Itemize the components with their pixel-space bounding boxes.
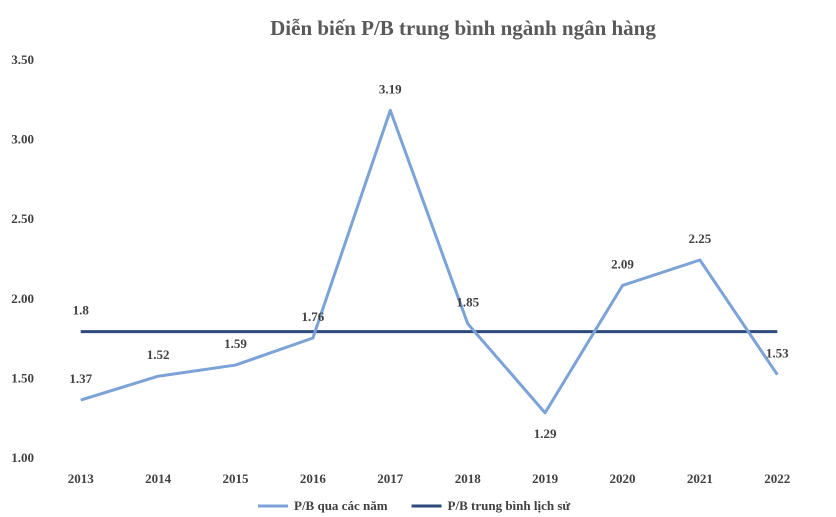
x-tick-label: 2017 bbox=[377, 471, 404, 486]
x-tick-label: 2016 bbox=[300, 471, 327, 486]
data-label: 1.52 bbox=[147, 347, 170, 362]
series-line bbox=[80, 108, 779, 415]
y-tick-label: 2.00 bbox=[11, 291, 34, 306]
data-label: 3.19 bbox=[379, 81, 402, 96]
y-tick-label: 3.50 bbox=[11, 52, 34, 67]
x-tick-label: 2013 bbox=[68, 471, 95, 486]
legend-label: P/B trung bình lịch sử bbox=[448, 498, 571, 513]
data-label: 1.37 bbox=[69, 371, 92, 386]
x-tick-label: 2018 bbox=[455, 471, 482, 486]
y-tick-label: 3.00 bbox=[11, 132, 34, 147]
y-tick-label: 2.50 bbox=[11, 211, 34, 226]
data-label: 1.76 bbox=[302, 309, 325, 324]
data-label: 1.53 bbox=[766, 346, 789, 361]
data-label: 2.09 bbox=[611, 256, 634, 271]
y-tick-label: 1.00 bbox=[11, 450, 34, 465]
data-label: 1.85 bbox=[456, 295, 479, 310]
data-label: 1.8 bbox=[73, 303, 90, 318]
x-tick-label: 2014 bbox=[145, 471, 172, 486]
x-tick-label: 2015 bbox=[223, 471, 250, 486]
x-tick-label: 2019 bbox=[532, 471, 559, 486]
data-label: 2.25 bbox=[689, 231, 712, 246]
y-tick-label: 1.50 bbox=[11, 370, 34, 385]
x-tick-label: 2022 bbox=[764, 471, 790, 486]
x-tick-label: 2021 bbox=[687, 471, 713, 486]
x-tick-label: 2020 bbox=[610, 471, 636, 486]
data-label: 1.29 bbox=[534, 426, 557, 441]
legend-label: P/B qua các năm bbox=[294, 498, 388, 513]
chart-title: Diễn biến P/B trung bình ngành ngân hàng bbox=[270, 16, 656, 40]
data-label: 1.59 bbox=[224, 336, 247, 351]
